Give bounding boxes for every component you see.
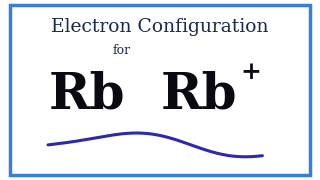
Text: Rb: Rb <box>160 71 237 120</box>
Text: for: for <box>113 44 131 57</box>
Text: +: + <box>241 60 262 84</box>
Text: Electron Configuration: Electron Configuration <box>51 18 269 36</box>
Text: Rb: Rb <box>48 71 125 120</box>
